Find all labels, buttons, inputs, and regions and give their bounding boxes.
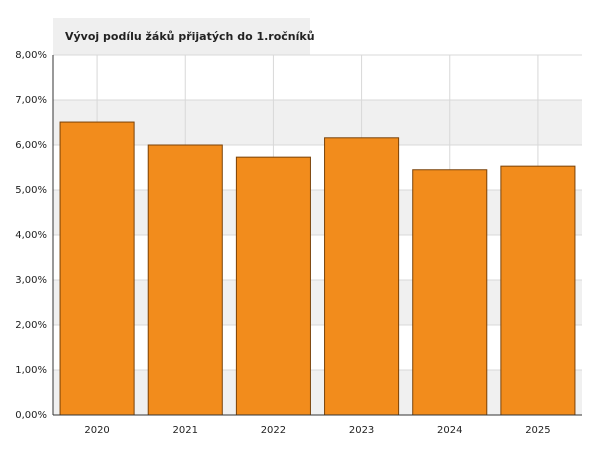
y-tick-label: 6,00%: [15, 140, 47, 151]
chart-title: Vývoj podílu žáků přijatých do 1.ročníků: [65, 30, 315, 43]
band: [53, 280, 582, 325]
bar: [500, 165, 576, 416]
band: [53, 370, 582, 415]
y-tick-label: 7,00%: [15, 95, 47, 106]
y-tick-label: 4,00%: [15, 230, 47, 241]
y-tick-label: 1,00%: [15, 365, 47, 376]
band: [53, 190, 582, 235]
y-tick-label: 5,00%: [15, 185, 47, 196]
x-tick-label: 2025: [525, 425, 550, 436]
y-tick-label: 0,00%: [15, 410, 47, 421]
x-tick-label: 2024: [437, 425, 462, 436]
x-tick-label: 2023: [349, 425, 374, 436]
x-tick-label: 2020: [84, 425, 109, 436]
y-tick-label: 2,00%: [15, 320, 47, 331]
y-tick-label: 3,00%: [15, 275, 47, 286]
band: [53, 100, 582, 145]
x-tick-label: 2022: [261, 425, 286, 436]
bar: [235, 156, 311, 416]
bar: [59, 121, 135, 416]
x-tick-label: 2021: [173, 425, 198, 436]
marks: [59, 121, 576, 416]
y-tick-label: 8,00%: [15, 50, 47, 61]
bar: [412, 169, 488, 416]
bar: [147, 144, 223, 416]
bar: [324, 137, 400, 416]
title-box: [53, 18, 310, 55]
bands: [53, 100, 582, 415]
